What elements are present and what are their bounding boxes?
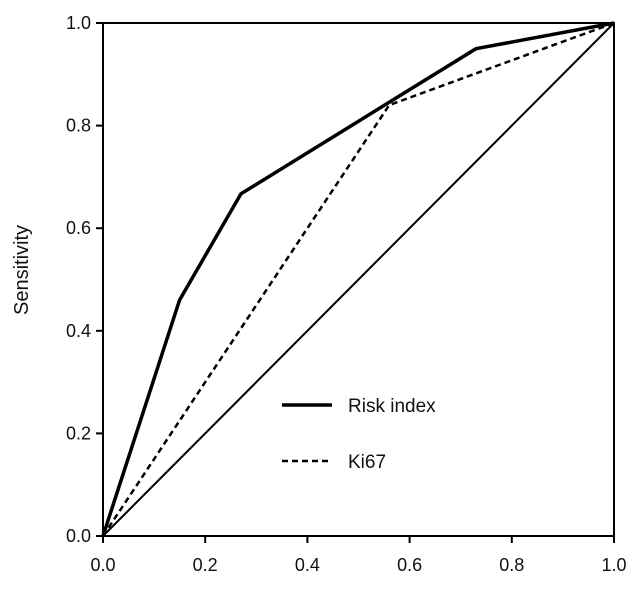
y-tick-label: 0.0 bbox=[66, 526, 91, 546]
legend-label: Ki67 bbox=[348, 452, 386, 473]
y-tick-label: 0.4 bbox=[66, 321, 91, 341]
y-axis-title: Sensitivity bbox=[11, 225, 33, 315]
reference-line bbox=[102, 22, 615, 537]
series-line-0 bbox=[101, 21, 615, 537]
x-tick-label: 0.4 bbox=[295, 555, 320, 575]
x-tick-label: 1.0 bbox=[601, 555, 626, 575]
plot-frame bbox=[102, 22, 615, 537]
x-axis: 0.0 0.2 0.4 0.6 0.8 1.0 bbox=[90, 536, 627, 575]
plot-area bbox=[102, 22, 615, 537]
series-layer bbox=[101, 21, 615, 537]
y-axis: 0.0 0.2 0.4 0.6 0.8 1.0 bbox=[66, 13, 103, 546]
x-tick-label: 0.0 bbox=[90, 555, 115, 575]
series-line-1 bbox=[101, 21, 615, 537]
y-tick-label: 1.0 bbox=[66, 13, 91, 33]
x-tick-label: 0.2 bbox=[193, 555, 218, 575]
y-tick-label: 0.2 bbox=[66, 423, 91, 443]
y-tick-label: 0.8 bbox=[66, 116, 91, 136]
x-tick-label: 0.6 bbox=[397, 555, 422, 575]
legend-label: Risk index bbox=[348, 396, 436, 417]
y-tick-label: 0.6 bbox=[66, 218, 91, 238]
legend: Risk index Ki67 bbox=[282, 396, 436, 473]
x-tick-label: 0.8 bbox=[499, 555, 524, 575]
